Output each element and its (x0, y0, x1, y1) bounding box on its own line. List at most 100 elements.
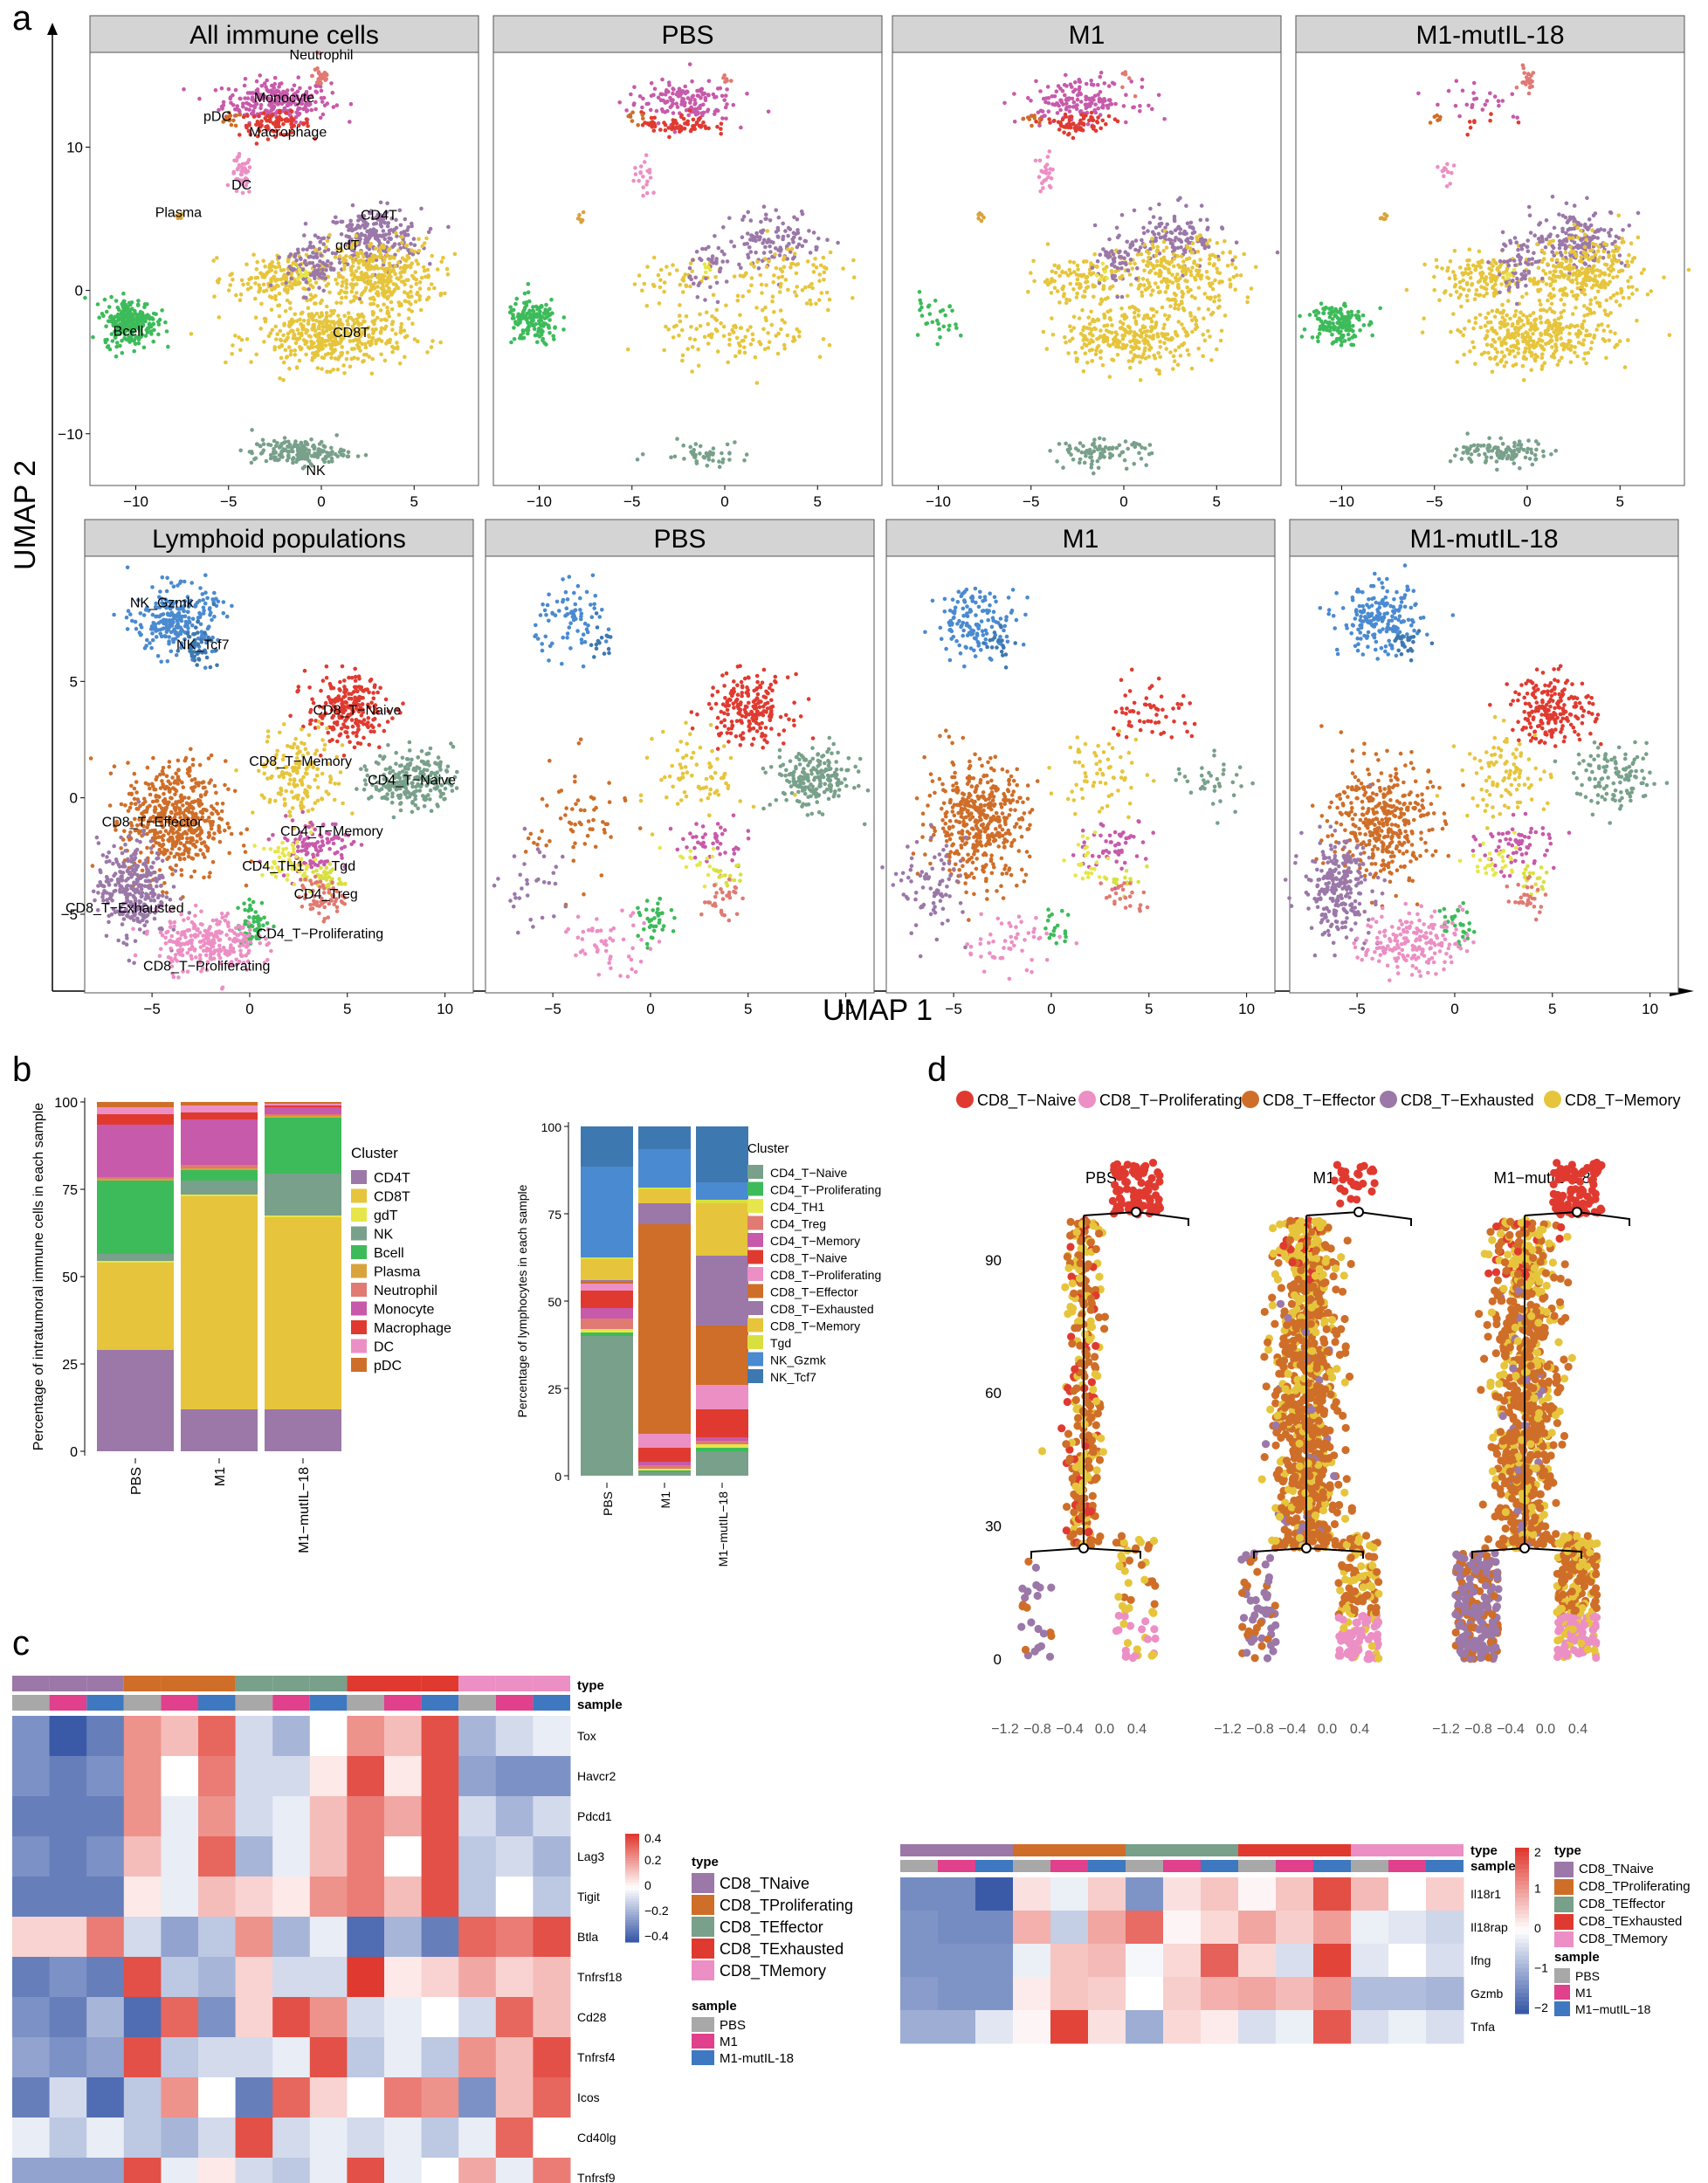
cell-point (355, 282, 359, 286)
cell-point (1100, 106, 1105, 110)
cell-point (1202, 292, 1208, 296)
cell-point (1140, 355, 1145, 360)
cell-point (519, 333, 523, 338)
cell-point (417, 286, 423, 291)
cell-point (816, 236, 821, 241)
cell-point (550, 311, 554, 316)
cell-point (398, 265, 403, 271)
cell-point (727, 332, 732, 337)
cell-point (1138, 334, 1142, 339)
cell-point (1471, 91, 1476, 95)
cell-point (1110, 323, 1114, 327)
cell-point (540, 322, 545, 327)
panel-label-c: c (12, 1624, 30, 1663)
cell-point (257, 283, 261, 287)
cell-point (360, 312, 364, 317)
cell-point (1173, 306, 1177, 311)
cell-point (665, 265, 669, 269)
cell-point (231, 169, 237, 175)
cell-point (163, 320, 168, 325)
cell-point (1574, 306, 1578, 310)
cell-point (1629, 275, 1633, 280)
cell-point (785, 333, 790, 338)
cell-point (1554, 251, 1559, 256)
cell-point (1098, 74, 1103, 79)
cell-point (1085, 326, 1090, 331)
cell-point (293, 102, 299, 107)
cell-point (1064, 297, 1069, 302)
cell-point (1216, 306, 1221, 310)
cell-point (1202, 316, 1206, 321)
cell-point (389, 236, 393, 241)
cell-point (1383, 217, 1388, 221)
cell-point (1162, 341, 1167, 346)
cell-point (281, 360, 286, 365)
cell-point (330, 91, 335, 95)
cell-point (409, 290, 413, 294)
cell-point (617, 100, 622, 105)
cell-point (217, 315, 222, 320)
cell-point (306, 255, 312, 259)
cell-point (304, 117, 309, 121)
cell-point (1085, 361, 1090, 365)
cell-point (1105, 295, 1110, 300)
cell-point (1040, 109, 1045, 114)
cell-point (1171, 354, 1176, 359)
cell-point (97, 315, 101, 320)
cell-point (1190, 250, 1195, 255)
cell-point (220, 107, 224, 111)
cell-point (1132, 310, 1137, 315)
cell-point (1636, 235, 1641, 240)
cell-point (674, 268, 679, 272)
cell-point (677, 333, 681, 338)
cell-point (1496, 99, 1501, 103)
cell-point (299, 311, 304, 316)
cell-point (1597, 273, 1602, 279)
cell-point (703, 246, 708, 251)
cell-point (552, 337, 556, 341)
cell-point (1595, 228, 1601, 232)
cell-point (1217, 298, 1222, 303)
cell-point (274, 129, 279, 134)
cell-point (341, 363, 346, 368)
cell-point (1107, 455, 1112, 460)
cell-point (1130, 266, 1134, 271)
cell-point (417, 237, 421, 242)
cell-point (773, 246, 778, 251)
cell-point (340, 295, 344, 300)
cell-point (720, 451, 724, 456)
cell-point (306, 312, 312, 317)
cell-point (1579, 255, 1584, 259)
cell-point (1165, 222, 1169, 227)
cell-point (1071, 135, 1076, 141)
x-tick-label: 0 (720, 493, 728, 510)
cell-point (648, 107, 653, 113)
cell-point (292, 93, 296, 98)
cell-point (288, 306, 293, 311)
cell-point (1570, 236, 1575, 240)
cell-point (312, 322, 316, 327)
cell-point (538, 330, 543, 334)
cell-point (509, 340, 513, 345)
cell-point (297, 331, 301, 336)
cell-point (508, 305, 513, 310)
cell-point (758, 341, 763, 347)
cell-point (1087, 104, 1092, 108)
cell-point (1606, 313, 1610, 318)
cell-point (259, 301, 264, 306)
cell-point (306, 277, 312, 282)
cell-point (1570, 279, 1574, 285)
cell-point (675, 105, 680, 109)
cell-point (379, 326, 384, 331)
cell-point (851, 258, 856, 263)
cell-point (698, 103, 703, 108)
cell-point (295, 247, 300, 252)
cell-point (360, 341, 365, 347)
cell-point (1096, 82, 1100, 87)
cell-point (291, 260, 296, 265)
cell-point (1525, 238, 1530, 243)
cell-point (381, 275, 386, 280)
cell-point (1575, 243, 1581, 248)
cell-point (367, 247, 372, 251)
cell-point (316, 348, 321, 353)
